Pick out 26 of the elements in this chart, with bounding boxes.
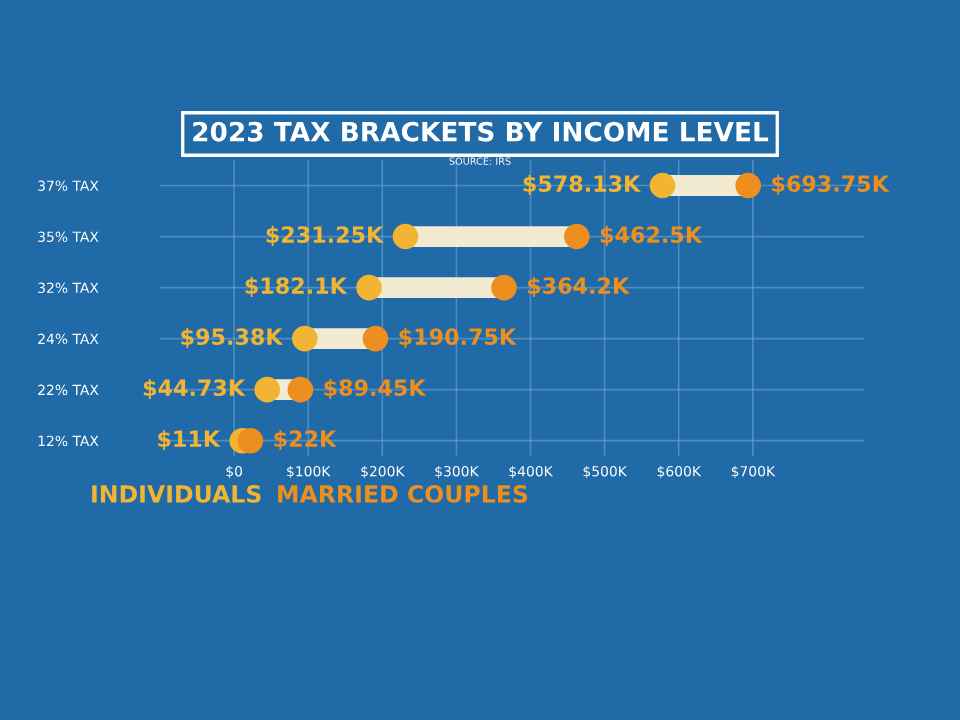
data-label: $44.73K <box>143 378 246 400</box>
point <box>649 172 676 199</box>
point <box>287 376 314 403</box>
data-label: $462.5K <box>600 225 703 246</box>
data-label: $231.25K <box>266 225 384 246</box>
point <box>356 274 382 301</box>
data-label: $364.2K <box>527 276 630 297</box>
point <box>564 223 590 250</box>
series-label: INDIVIDUALS <box>92 484 261 503</box>
point <box>291 325 318 352</box>
chart-title: 2023 TAX BRACKETS BY INCOME LEVEL <box>193 121 769 142</box>
point <box>254 376 281 403</box>
data-label: $578.13K <box>523 174 641 195</box>
data-label: $89.45K <box>324 378 427 400</box>
point <box>491 274 517 301</box>
series-label: MARRIED COUPLES <box>278 484 528 503</box>
point <box>735 172 762 199</box>
data-label: $693.75K <box>772 174 890 195</box>
point <box>237 427 264 454</box>
data-label: $190.75K <box>399 327 517 349</box>
point <box>392 223 419 250</box>
data-label: $182.1K <box>245 276 348 297</box>
data-label: $11K <box>158 429 221 451</box>
point <box>362 325 389 352</box>
data-label: $22K <box>274 429 337 451</box>
data-label: $95.38K <box>181 327 284 349</box>
